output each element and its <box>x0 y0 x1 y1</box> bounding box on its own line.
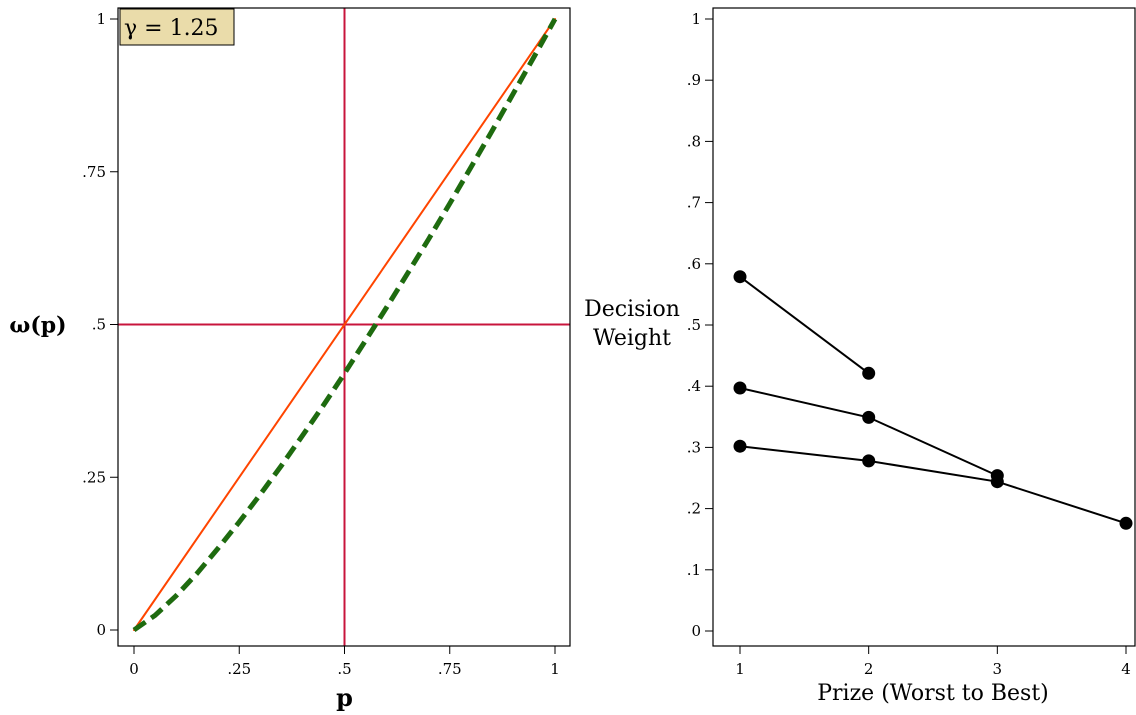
data-point <box>862 454 876 468</box>
y-tick-label: .7 <box>687 194 701 212</box>
y-tick-label: 1 <box>96 10 106 28</box>
y-tick-label: 0 <box>691 622 701 640</box>
plot-frame <box>712 7 1136 647</box>
left-panel: 0 .25 .5 .75 1 0 .25 .5 .75 1 γ = 1.25 p ω(p) <box>9 7 571 712</box>
annotation-box: γ = 1.25 <box>119 8 235 46</box>
y-axis-title: ω(p) <box>9 313 66 339</box>
data-point <box>733 381 747 395</box>
y-tick-label: .4 <box>687 377 701 395</box>
x-tick-label: 3 <box>993 660 1003 678</box>
x-tick-label: .25 <box>227 660 251 678</box>
series-group <box>733 270 1133 530</box>
y-axis: 0 .1 .2 .3 .4 .5 .6 .7 .8 .9 1 <box>687 10 713 640</box>
x-axis-title: p <box>336 683 353 712</box>
data-point <box>862 366 876 380</box>
series-line <box>739 275 870 375</box>
y-axis-title: Decision Weight <box>584 297 680 351</box>
series-group <box>132 17 558 633</box>
y-tick-label: .6 <box>687 255 701 273</box>
x-tick-label: .5 <box>337 660 351 678</box>
x-tick-label: 1 <box>735 660 745 678</box>
y-tick-label: .9 <box>687 71 701 89</box>
data-point <box>990 475 1004 489</box>
y-axis-title-line: Decision <box>584 297 680 322</box>
y-tick-label: .75 <box>82 163 106 181</box>
y-tick-label: .25 <box>82 468 106 486</box>
identity-line <box>133 18 556 631</box>
y-axis-title-line: Weight <box>593 326 671 351</box>
x-axis: 1 2 3 4 <box>735 646 1131 678</box>
y-tick-label: .3 <box>687 438 701 456</box>
reference-lines <box>118 8 570 646</box>
series-line <box>739 445 1127 525</box>
data-point <box>1119 516 1133 530</box>
x-tick-label: .75 <box>438 660 462 678</box>
y-tick-label: 0 <box>96 621 106 639</box>
x-axis: 0 .25 .5 .75 1 <box>129 646 560 678</box>
data-point <box>862 410 876 424</box>
x-tick-label: 1 <box>550 660 560 678</box>
weighting-function-line <box>132 17 558 633</box>
data-point <box>733 439 747 453</box>
right-panel: 0 .1 .2 .3 .4 .5 .6 .7 .8 .9 1 1 2 3 4 Prize (Worst t… <box>584 7 1136 706</box>
y-tick-label: .5 <box>92 316 106 334</box>
y-axis: 0 .25 .5 .75 1 <box>82 10 118 639</box>
data-point <box>733 270 747 284</box>
annotation-background <box>119 8 235 46</box>
gamma-annotation: γ = 1.25 <box>124 16 219 41</box>
y-tick-label: .1 <box>687 561 701 579</box>
x-tick-label: 0 <box>129 660 139 678</box>
y-tick-label: .5 <box>687 316 701 334</box>
x-tick-label: 4 <box>1121 660 1131 678</box>
y-tick-label: .8 <box>687 132 701 150</box>
x-tick-label: 2 <box>864 660 874 678</box>
x-axis-title: Prize (Worst to Best) <box>817 681 1049 706</box>
y-tick-label: 1 <box>691 10 701 28</box>
y-tick-label: .2 <box>687 500 701 518</box>
